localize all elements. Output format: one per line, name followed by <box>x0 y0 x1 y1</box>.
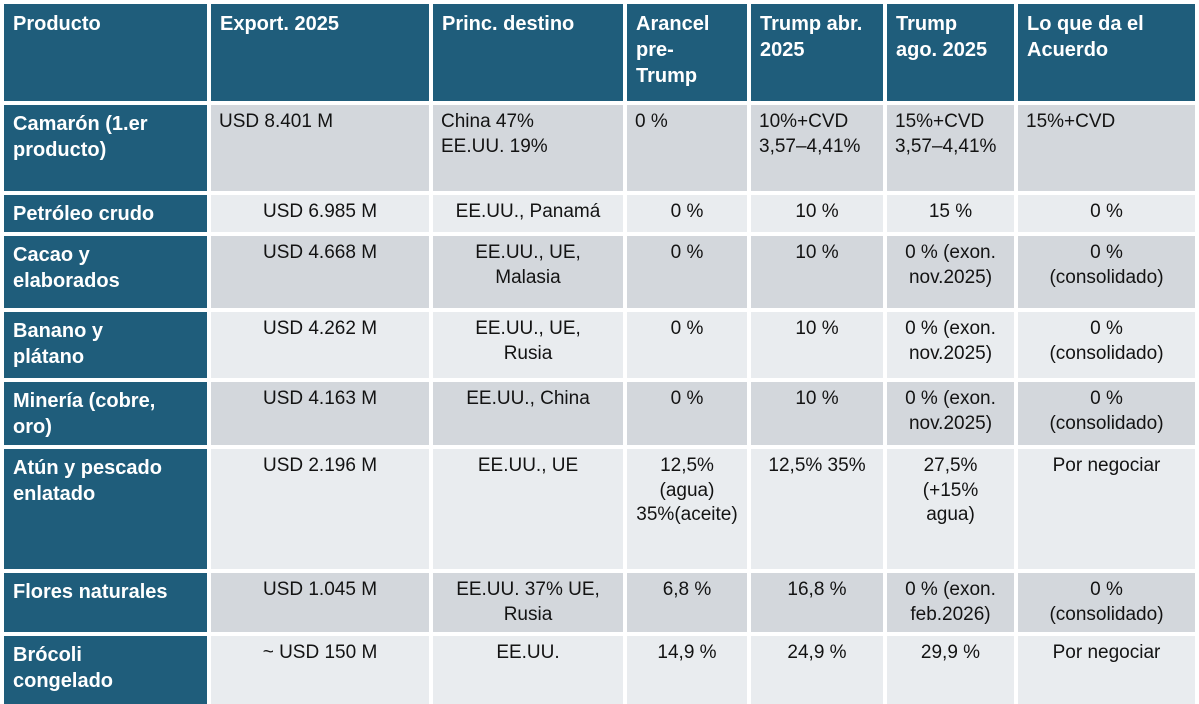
trump-ago-cell: 0 % (exon. nov.2025) <box>887 312 1014 378</box>
arancel-pre-trump-cell: 0 % <box>627 382 747 445</box>
destino-cell: EE.UU., UE <box>433 449 623 569</box>
acuerdo-cell: Por negociar <box>1018 449 1195 569</box>
trump-ago-cell: 0 % (exon. nov.2025) <box>887 382 1014 445</box>
product-cell: Flores naturales <box>4 573 207 633</box>
export-cell: USD 4.668 M <box>211 236 429 308</box>
product-cell: Atún y pescado enlatado <box>4 449 207 569</box>
product-cell: Camarón (1.er producto) <box>4 105 207 191</box>
acuerdo-cell: 0 % (consolidado) <box>1018 573 1195 633</box>
trump-abr-cell: 10 % <box>751 236 883 308</box>
trump-ago-cell: 15 % <box>887 195 1014 232</box>
acuerdo-cell: 0 % (consolidado) <box>1018 236 1195 308</box>
export-cell: USD 4.163 M <box>211 382 429 445</box>
header-row: Producto Export. 2025 Princ. destino Ara… <box>4 4 1195 101</box>
column-header-producto: Producto <box>4 4 207 101</box>
trump-ago-cell: 15%+CVD 3,57–4,41% <box>887 105 1014 191</box>
trump-abr-cell: 10 % <box>751 382 883 445</box>
trump-ago-cell: 0 % (exon. nov.2025) <box>887 236 1014 308</box>
export-cell: USD 2.196 M <box>211 449 429 569</box>
arancel-pre-trump-cell: 0 % <box>627 312 747 378</box>
acuerdo-cell: 15%+CVD <box>1018 105 1195 191</box>
table-row-mineria: Minería (cobre, oro) USD 4.163 M EE.UU.,… <box>4 382 1195 445</box>
trump-abr-cell: 10 % <box>751 312 883 378</box>
acuerdo-cell: 0 % <box>1018 195 1195 232</box>
trump-abr-cell: 16,8 % <box>751 573 883 633</box>
table-row-cacao: Cacao y elaborados USD 4.668 M EE.UU., U… <box>4 236 1195 308</box>
table-row-banano: Banano y plátano USD 4.262 M EE.UU., UE,… <box>4 312 1195 378</box>
trump-abr-cell: 24,9 % <box>751 636 883 704</box>
arancel-pre-trump-cell: 0 % <box>627 195 747 232</box>
column-header-arancel-pre-trump: Arancel pre- Trump <box>627 4 747 101</box>
destino-cell: EE.UU., UE, Rusia <box>433 312 623 378</box>
acuerdo-cell: 0 % (consolidado) <box>1018 382 1195 445</box>
arancel-pre-trump-cell: 12,5%(agua) 35%(aceite) <box>627 449 747 569</box>
arancel-pre-trump-cell: 14,9 % <box>627 636 747 704</box>
table-row-brocoli: Brócoli congelado ~ USD 150 M EE.UU. 14,… <box>4 636 1195 704</box>
product-cell: Petróleo crudo <box>4 195 207 232</box>
acuerdo-cell: Por negociar <box>1018 636 1195 704</box>
trump-abr-cell: 10 % <box>751 195 883 232</box>
trump-abr-cell: 10%+CVD 3,57–4,41% <box>751 105 883 191</box>
product-cell: Banano y plátano <box>4 312 207 378</box>
table-row-atun: Atún y pescado enlatado USD 2.196 M EE.U… <box>4 449 1195 569</box>
export-cell: USD 4.262 M <box>211 312 429 378</box>
product-cell: Minería (cobre, oro) <box>4 382 207 445</box>
trump-ago-cell: 27,5% (+15% agua) <box>887 449 1014 569</box>
arancel-pre-trump-cell: 0 % <box>627 236 747 308</box>
destino-cell: China 47% EE.UU. 19% <box>433 105 623 191</box>
column-header-trump-abr-2025: Trump abr. 2025 <box>751 4 883 101</box>
acuerdo-cell: 0 % (consolidado) <box>1018 312 1195 378</box>
table-row-flores: Flores naturales USD 1.045 M EE.UU. 37% … <box>4 573 1195 633</box>
destino-cell: EE.UU. 37% UE, Rusia <box>433 573 623 633</box>
table-row-petroleo: Petróleo crudo USD 6.985 M EE.UU., Panam… <box>4 195 1195 232</box>
destino-cell: EE.UU. <box>433 636 623 704</box>
export-cell: USD 8.401 M <box>211 105 429 191</box>
product-cell: Cacao y elaborados <box>4 236 207 308</box>
column-header-export-2025: Export. 2025 <box>211 4 429 101</box>
trump-abr-cell: 12,5% 35% <box>751 449 883 569</box>
table-row-camaron: Camarón (1.er producto) USD 8.401 M Chin… <box>4 105 1195 191</box>
column-header-trump-ago-2025: Trump ago. 2025 <box>887 4 1014 101</box>
product-cell: Brócoli congelado <box>4 636 207 704</box>
trump-ago-cell: 29,9 % <box>887 636 1014 704</box>
export-cell: ~ USD 150 M <box>211 636 429 704</box>
column-header-lo-que-da-el-acuerdo: Lo que da el Acuerdo <box>1018 4 1195 101</box>
arancel-pre-trump-cell: 6,8 % <box>627 573 747 633</box>
arancel-pre-trump-cell: 0 % <box>627 105 747 191</box>
destino-cell: EE.UU., China <box>433 382 623 445</box>
column-header-princ-destino: Princ. destino <box>433 4 623 101</box>
destino-cell: EE.UU., UE, Malasia <box>433 236 623 308</box>
export-cell: USD 1.045 M <box>211 573 429 633</box>
trump-ago-cell: 0 % (exon. feb.2026) <box>887 573 1014 633</box>
destino-cell: EE.UU., Panamá <box>433 195 623 232</box>
export-cell: USD 6.985 M <box>211 195 429 232</box>
